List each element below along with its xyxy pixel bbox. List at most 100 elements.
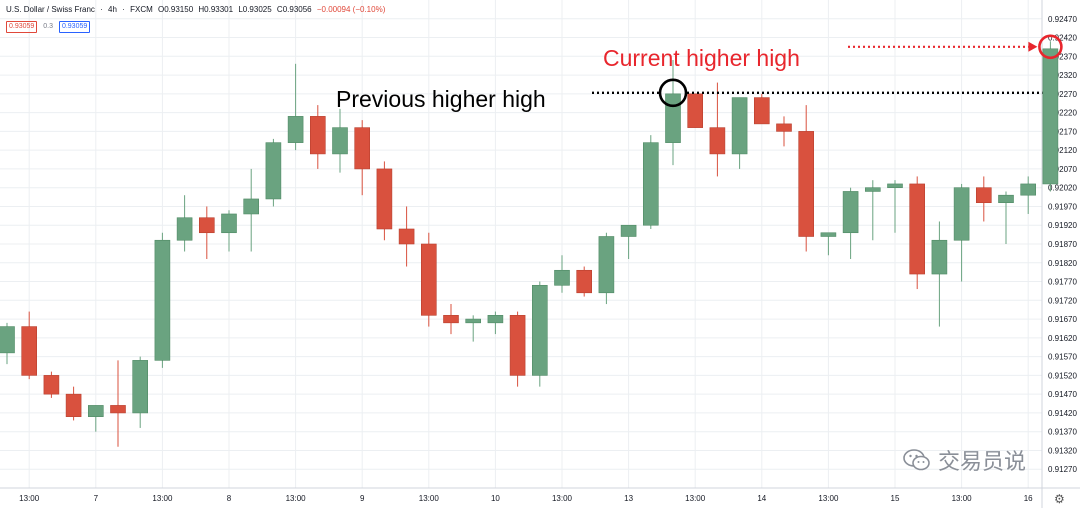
price-tick-label: 0.91320 (1048, 446, 1077, 455)
symbol-name[interactable]: U.S. Dollar / Swiss Franc (6, 5, 95, 14)
time-tick-label: 10 (491, 494, 500, 503)
time-tick-label: 13 (624, 494, 633, 503)
candle-down[interactable] (110, 405, 126, 414)
source-label: FXCM (130, 5, 153, 14)
time-tick-label: 9 (360, 494, 365, 503)
candle-up[interactable] (332, 127, 348, 155)
candle-up[interactable] (265, 142, 282, 200)
candle-up[interactable] (820, 232, 837, 237)
candle-down[interactable] (354, 127, 371, 170)
price-tick-label: 0.91520 (1048, 371, 1077, 380)
candle-up[interactable] (1042, 48, 1059, 185)
time-tick-label: 13:00 (19, 494, 40, 503)
price-tick-label: 0.91420 (1048, 409, 1077, 418)
candle-up[interactable] (931, 239, 948, 275)
time-tick-label: 8 (227, 494, 232, 503)
time-tick-label: 13:00 (419, 494, 440, 503)
header-separator: · (122, 5, 125, 14)
price-tick-label: 0.92470 (1048, 15, 1077, 24)
annotation-current-circle (1038, 34, 1063, 60)
time-tick-label: 13:00 (685, 494, 706, 503)
price-tick-label: 0.92320 (1048, 71, 1077, 80)
candle-down[interactable] (798, 131, 815, 237)
candle-up[interactable] (598, 236, 615, 294)
candle-down[interactable] (420, 243, 437, 316)
spread-value: 0.3 (43, 23, 53, 30)
candle-up[interactable] (887, 183, 903, 188)
candle-up[interactable] (620, 224, 637, 237)
candle-up[interactable] (176, 217, 193, 241)
candle-up[interactable] (487, 315, 504, 324)
buy-price-button[interactable]: 0.93059 (58, 21, 91, 33)
price-tick-label: 0.91870 (1048, 240, 1077, 249)
candle-down[interactable] (975, 187, 992, 204)
candle-up[interactable] (154, 239, 171, 361)
candle-up[interactable] (842, 191, 859, 234)
candle-up[interactable] (0, 326, 15, 354)
time-tick-label: 13:00 (552, 494, 573, 503)
interval-label[interactable]: 4h (108, 5, 117, 14)
candle-up[interactable] (554, 269, 570, 286)
time-tick-label: 13:00 (152, 494, 173, 503)
candle-down[interactable] (398, 228, 415, 245)
candle-down[interactable] (709, 127, 726, 155)
candle-up[interactable] (243, 198, 259, 215)
price-tick-label: 0.92170 (1048, 127, 1077, 136)
price-tick-label: 0.91720 (1048, 296, 1077, 305)
candle-down[interactable] (309, 116, 326, 155)
time-tick-label: 13:00 (286, 494, 307, 503)
candle-up[interactable] (465, 318, 482, 324)
candle-up[interactable] (864, 187, 881, 192)
candle-down[interactable] (576, 269, 593, 294)
price-tick-label: 0.92370 (1048, 52, 1077, 61)
candle-up[interactable] (665, 93, 681, 143)
candle-up[interactable] (531, 284, 548, 376)
price-tick-label: 0.91970 (1048, 202, 1077, 211)
price-change: −0.00094 (−0.10%) (316, 5, 386, 14)
price-tick-label: 0.92420 (1048, 34, 1077, 43)
time-tick-label: 15 (891, 494, 900, 503)
price-tick-label: 0.92020 (1048, 184, 1077, 193)
price-tick-label: 0.92120 (1048, 146, 1077, 155)
price-tick-label: 0.91370 (1048, 428, 1077, 437)
candle-up[interactable] (642, 142, 659, 226)
price-tick-label: 0.92070 (1048, 165, 1077, 174)
chart-header: U.S. Dollar / Swiss Franc · 4h · FXCM O0… (6, 5, 388, 14)
candle-up[interactable] (132, 360, 148, 414)
candle-down[interactable] (909, 183, 926, 275)
price-tick-label: 0.91670 (1048, 315, 1077, 324)
watermark: 交易员说 (902, 444, 1026, 476)
ohlc-close: C0.93056 (276, 5, 312, 14)
candle-down[interactable] (65, 393, 82, 417)
ohlc-open: O0.93150 (158, 5, 194, 14)
candle-up[interactable] (221, 213, 237, 234)
price-tick-label: 0.91270 (1048, 465, 1077, 474)
candle-down[interactable] (21, 326, 38, 376)
candle-down[interactable] (43, 375, 60, 395)
sell-price-button[interactable]: 0.93059 (6, 21, 38, 33)
candle-down[interactable] (199, 217, 215, 234)
candle-up[interactable] (953, 187, 970, 241)
candle-up[interactable] (88, 405, 104, 417)
candle-down[interactable] (753, 97, 770, 125)
price-tick-label: 0.91620 (1048, 334, 1077, 343)
annotation-current-higher-high: Current higher high (603, 45, 800, 71)
time-tick-label: 14 (757, 494, 766, 503)
candle-down[interactable] (509, 315, 526, 376)
candle-up[interactable] (287, 116, 304, 143)
candle-up[interactable] (731, 97, 748, 155)
price-tick-label: 0.91770 (1048, 278, 1077, 287)
candle-down[interactable] (776, 123, 792, 132)
candle-down[interactable] (687, 93, 704, 128)
candle-down[interactable] (443, 315, 459, 324)
time-tick-label: 7 (94, 494, 99, 503)
candle-up[interactable] (998, 194, 1014, 204)
gear-icon[interactable]: ⚙ (1054, 492, 1065, 506)
price-tick-label: 0.91920 (1048, 221, 1077, 230)
candle-up[interactable] (1020, 183, 1037, 196)
candle-down[interactable] (376, 168, 393, 230)
ohlc-high: H0.93301 (198, 5, 234, 14)
price-tick-label: 0.91820 (1048, 259, 1077, 268)
price-tick-label: 0.91570 (1048, 353, 1077, 362)
